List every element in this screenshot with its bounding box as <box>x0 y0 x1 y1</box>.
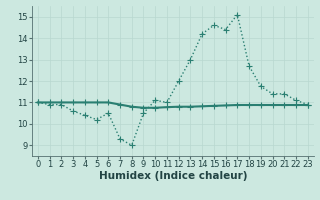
X-axis label: Humidex (Indice chaleur): Humidex (Indice chaleur) <box>99 171 247 181</box>
